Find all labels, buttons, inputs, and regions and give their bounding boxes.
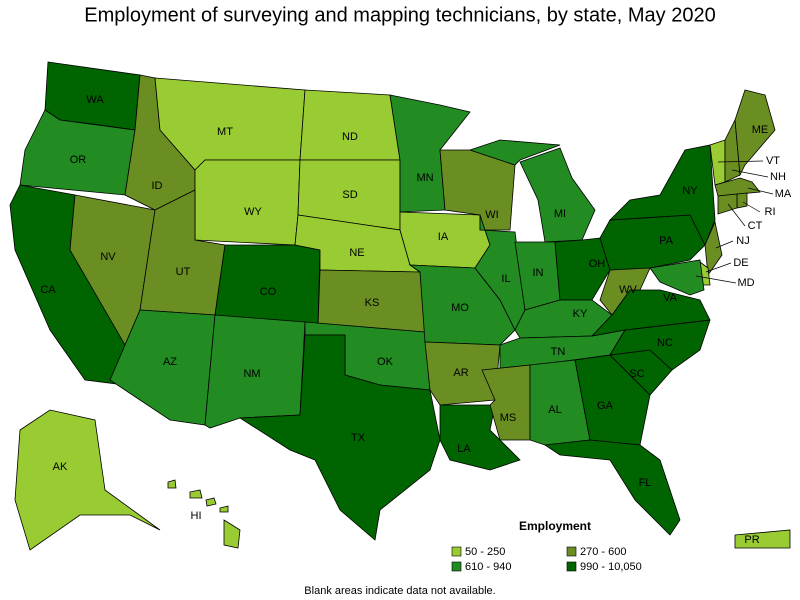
state-label: UT <box>176 266 191 278</box>
legend-label: 50 - 250 <box>465 546 505 558</box>
leader-line <box>715 240 734 249</box>
state-label: KS <box>365 297 380 309</box>
state-label: AL <box>548 404 561 416</box>
state <box>543 439 681 536</box>
leader-line <box>695 275 737 284</box>
legend-swatch <box>451 546 462 557</box>
state <box>299 89 401 161</box>
leader-line <box>717 160 764 163</box>
state-label: DE <box>733 257 748 269</box>
legend-label: 610 - 940 <box>465 561 511 573</box>
state-label: WI <box>485 209 498 221</box>
leader-line <box>742 201 761 213</box>
state <box>194 159 301 246</box>
state-label: OK <box>377 356 394 368</box>
leader-line <box>727 203 746 227</box>
state-label: KY <box>573 308 588 320</box>
state-label: SC <box>629 368 644 380</box>
state-label: HI <box>191 510 202 522</box>
state-label: OR <box>70 154 87 166</box>
state-label: WA <box>86 94 104 106</box>
state-label: TX <box>351 432 366 444</box>
leader-line <box>705 262 732 273</box>
state-label: MO <box>451 302 469 314</box>
state-label: WV <box>619 284 637 296</box>
legend-swatch <box>566 546 577 557</box>
state-label: AK <box>53 461 68 473</box>
state-label: NY <box>682 185 698 197</box>
state-label: VT <box>766 155 780 167</box>
state-label: ID <box>152 180 163 192</box>
state-label: VA <box>663 292 678 304</box>
state-label: ME <box>752 124 769 136</box>
state <box>736 192 748 209</box>
state-label: AR <box>453 367 468 379</box>
map-title: Employment of surveying and mapping tech… <box>84 4 715 26</box>
state <box>649 259 705 296</box>
state-label: ND <box>342 131 358 143</box>
state-label: PR <box>744 534 759 546</box>
state-label: MS <box>500 412 517 424</box>
legend-label: 990 - 10,050 <box>580 561 642 573</box>
state-label: TN <box>551 346 566 358</box>
state-label: IL <box>501 273 510 285</box>
state-label: NV <box>100 251 116 263</box>
legend-title: Employment <box>519 519 591 533</box>
state <box>424 341 501 406</box>
state <box>714 177 761 197</box>
leader-line <box>747 187 774 195</box>
state-label: CO <box>260 286 277 298</box>
state-label: CT <box>748 220 763 232</box>
state-label: MI <box>554 208 566 220</box>
state-label: MT <box>217 126 233 138</box>
state-label: MD <box>737 277 754 289</box>
state-label: LA <box>457 443 471 455</box>
state-label: NH <box>770 171 786 183</box>
state-label: CA <box>40 284 56 296</box>
state-label: NM <box>243 368 260 380</box>
state-label: GA <box>597 400 614 412</box>
state <box>167 479 241 549</box>
state-label: MA <box>775 188 792 200</box>
legend-swatch <box>566 561 577 572</box>
footnote: Blank areas indicate data not available. <box>304 585 495 597</box>
state-label: NE <box>349 247 364 259</box>
state-label: PA <box>659 235 674 247</box>
state <box>734 529 791 549</box>
state <box>574 354 651 446</box>
legend-swatch <box>451 561 462 572</box>
state-label: WY <box>244 206 262 218</box>
state-label: MN <box>416 172 433 184</box>
legend-label: 270 - 600 <box>580 546 626 558</box>
state <box>468 139 596 243</box>
state <box>734 89 776 177</box>
state-label: IN <box>533 267 544 279</box>
state <box>238 334 441 541</box>
state-label: FL <box>639 477 652 489</box>
state-label: SD <box>342 189 357 201</box>
state <box>717 193 738 215</box>
state <box>704 220 723 277</box>
state-label: RI <box>765 206 776 218</box>
state-label: OH <box>589 258 606 270</box>
state-label: IA <box>438 231 449 243</box>
state <box>14 409 161 551</box>
state-label: NC <box>657 337 673 349</box>
state-label: AZ <box>163 356 177 368</box>
state-label: NJ <box>736 235 749 247</box>
leader-line <box>731 169 769 178</box>
